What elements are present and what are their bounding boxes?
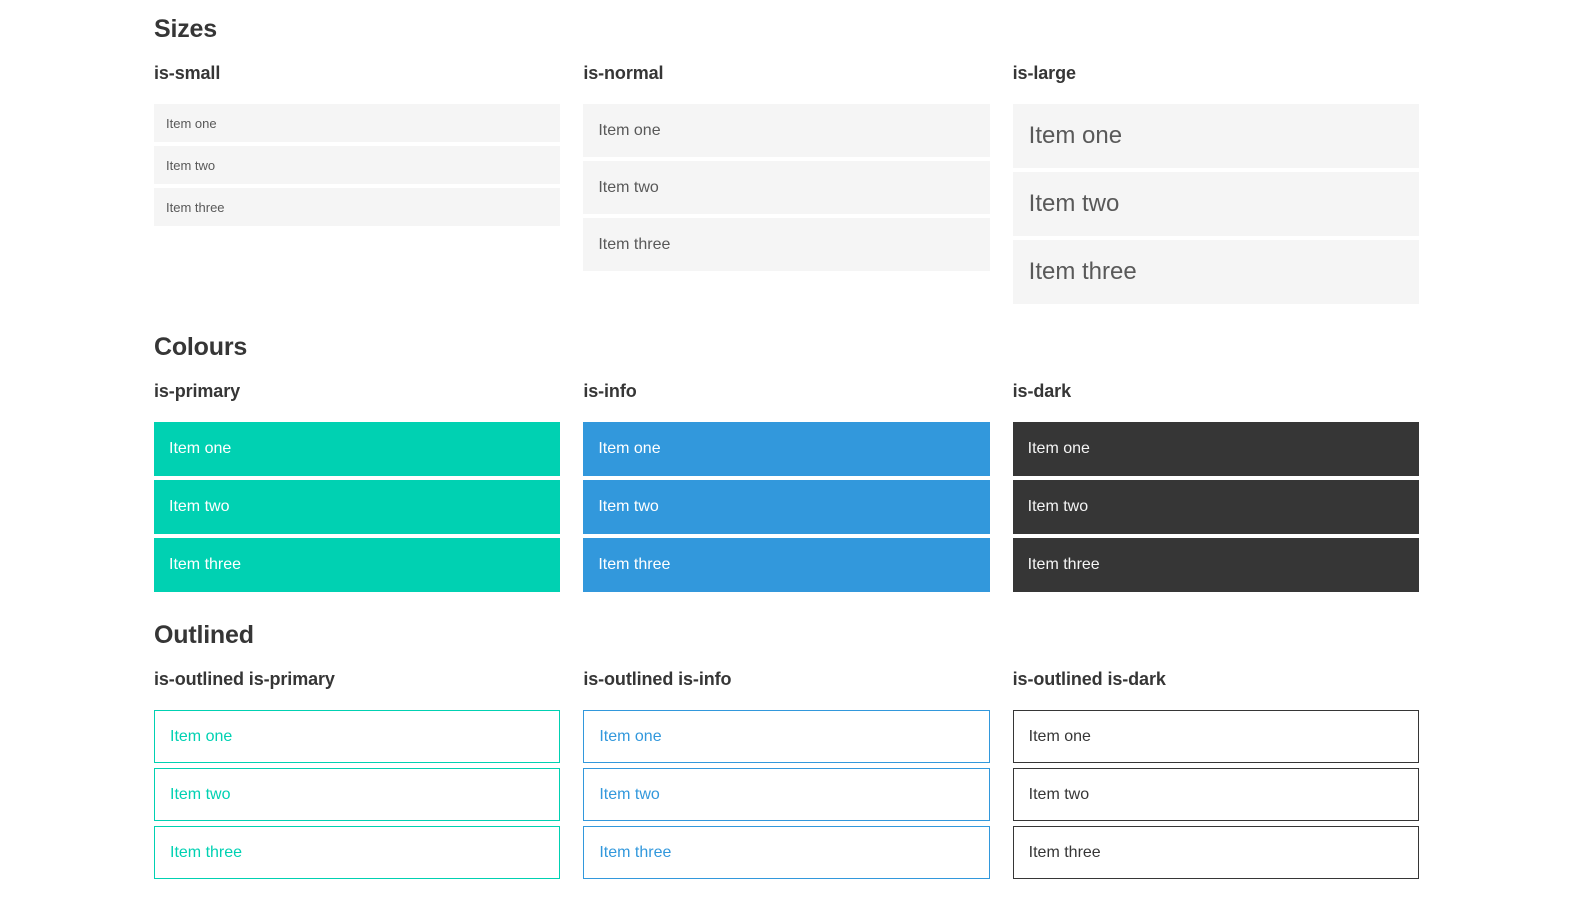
group-is-dark: is-dark Item one Item two Item three — [1012, 379, 1419, 596]
section-outlined: Outlined is-outlined is-primary Item one… — [154, 620, 1419, 884]
group-title: is-large — [1012, 63, 1076, 83]
list-item[interactable]: Item one — [154, 422, 561, 476]
group-is-info: is-info Item one Item two Item three — [583, 379, 990, 596]
list-item[interactable]: Item three — [154, 188, 561, 226]
group-title: is-primary — [154, 381, 241, 401]
list-item[interactable]: Item one — [1012, 422, 1419, 476]
group-is-primary: is-primary Item one Item two Item three — [154, 379, 561, 596]
list-item[interactable]: Item three — [583, 538, 990, 592]
list-item[interactable]: Item one — [1012, 710, 1419, 763]
list-item[interactable]: Item two — [154, 768, 561, 821]
group-title: is-outlined is-primary — [154, 669, 335, 689]
list-is-outlined-dark: Item one Item two Item three — [1012, 710, 1419, 879]
list-item[interactable]: Item three — [583, 218, 990, 271]
section-title: Sizes — [154, 15, 217, 43]
list-item[interactable]: Item three — [1012, 240, 1419, 304]
list-is-outlined-primary: Item one Item two Item three — [154, 710, 561, 879]
list-is-info: Item one Item two Item three — [583, 422, 990, 592]
list-item[interactable]: Item two — [583, 161, 990, 214]
list-item[interactable]: Item three — [583, 826, 990, 879]
group-title: is-info — [583, 381, 637, 401]
list-is-outlined-info: Item one Item two Item three — [583, 710, 990, 879]
list-item[interactable]: Item one — [1012, 104, 1419, 168]
list-item[interactable]: Item one — [154, 104, 561, 142]
group-title: is-outlined is-info — [583, 669, 732, 689]
group-is-large: is-large Item one Item two Item three — [1012, 61, 1419, 308]
list-item[interactable]: Item three — [154, 826, 561, 879]
list-item[interactable]: Item three — [1012, 538, 1419, 592]
group-title: is-normal — [583, 63, 664, 83]
list-item[interactable]: Item two — [583, 768, 990, 821]
list-item[interactable]: Item one — [583, 710, 990, 763]
list-item[interactable]: Item two — [1012, 172, 1419, 236]
list-is-normal: Item one Item two Item three — [583, 104, 990, 271]
group-is-normal: is-normal Item one Item two Item three — [583, 61, 990, 275]
section-title: Colours — [154, 333, 248, 361]
list-item[interactable]: Item two — [154, 480, 561, 534]
group-is-small: is-small Item one Item two Item three — [154, 61, 561, 230]
list-item[interactable]: Item three — [154, 538, 561, 592]
section-sizes: Sizes is-small Item one Item two Item th… — [154, 14, 1419, 308]
section-colours: Colours is-primary Item one Item two Ite… — [154, 332, 1419, 596]
list-item[interactable]: Item one — [154, 710, 561, 763]
group-is-outlined-is-primary: is-outlined is-primary Item one Item two… — [154, 667, 561, 884]
group-title: is-small — [154, 63, 221, 83]
list-item[interactable]: Item two — [1012, 768, 1419, 821]
group-is-outlined-is-dark: is-outlined is-dark Item one Item two It… — [1012, 667, 1419, 884]
group-title: is-outlined is-dark — [1012, 669, 1166, 689]
list-item[interactable]: Item three — [1012, 826, 1419, 879]
list-item[interactable]: Item one — [583, 104, 990, 157]
list-item[interactable]: Item one — [583, 422, 990, 476]
group-is-outlined-is-info: is-outlined is-info Item one Item two It… — [583, 667, 990, 884]
list-item[interactable]: Item two — [1012, 480, 1419, 534]
list-is-dark: Item one Item two Item three — [1012, 422, 1419, 592]
list-is-primary: Item one Item two Item three — [154, 422, 561, 592]
list-is-large: Item one Item two Item three — [1012, 104, 1419, 304]
list-is-small: Item one Item two Item three — [154, 104, 561, 226]
list-item[interactable]: Item two — [583, 480, 990, 534]
list-item[interactable]: Item two — [154, 146, 561, 184]
section-title: Outlined — [154, 621, 254, 649]
group-title: is-dark — [1012, 381, 1071, 401]
